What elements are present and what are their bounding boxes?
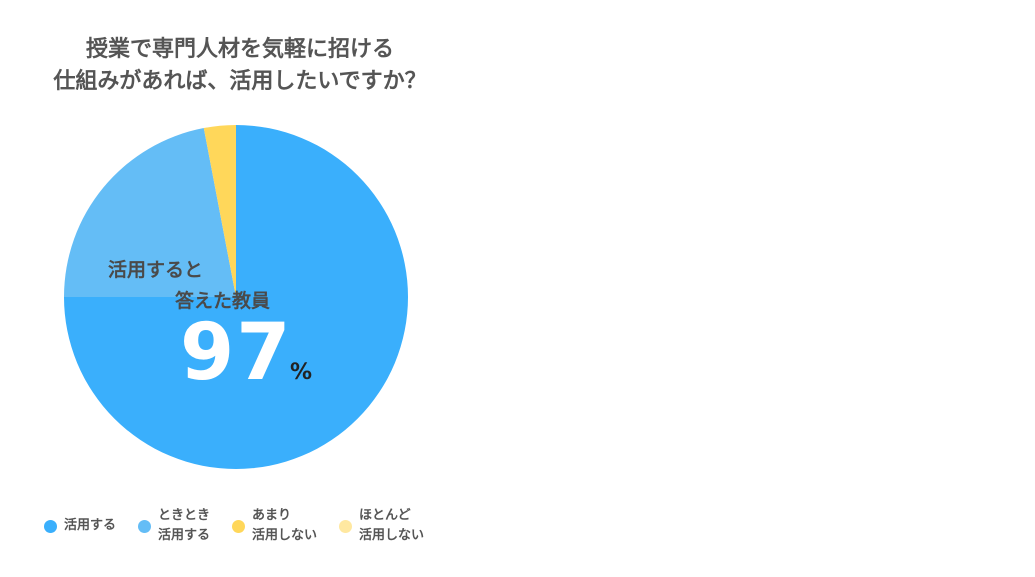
title-line: 授業で専門人材を気軽に招ける [85, 37, 394, 62]
annotation-line2: 答えた教員 [175, 290, 271, 312]
legend: 活用する ときとき 活用する あまり 活用しない ほとんど 活用しない [44, 506, 446, 546]
legend-item: ときとき 活用する [138, 506, 210, 546]
legend-swatch [138, 519, 152, 533]
legend-label: 活用する [64, 518, 117, 533]
legend-label: あまり 活用しない [252, 508, 318, 543]
title-line: 仕組みがあれば、活用したいですか？ [53, 69, 427, 94]
legend-swatch [44, 519, 57, 533]
legend-swatch [339, 519, 353, 533]
legend-swatch [232, 519, 246, 533]
chart-title: 授業で専門人材を気軽に招ける仕組みがあれば、活用したいですか？ [20, 34, 460, 98]
legend-label: ほとんど 活用しない [359, 508, 425, 543]
legend-item: 活用する [44, 506, 116, 546]
legend-label: ときとき 活用する [158, 508, 211, 543]
annotation-value: 97 [180, 308, 293, 398]
annotation-line1: 活用すると [108, 259, 204, 281]
annotation-unit: % [290, 360, 313, 385]
pie-slice-2 [203, 125, 236, 297]
pie-slice-1 [64, 128, 236, 297]
legend-item: あまり 活用しない [232, 506, 317, 546]
legend-item: ほとんど 活用しない [339, 506, 424, 546]
